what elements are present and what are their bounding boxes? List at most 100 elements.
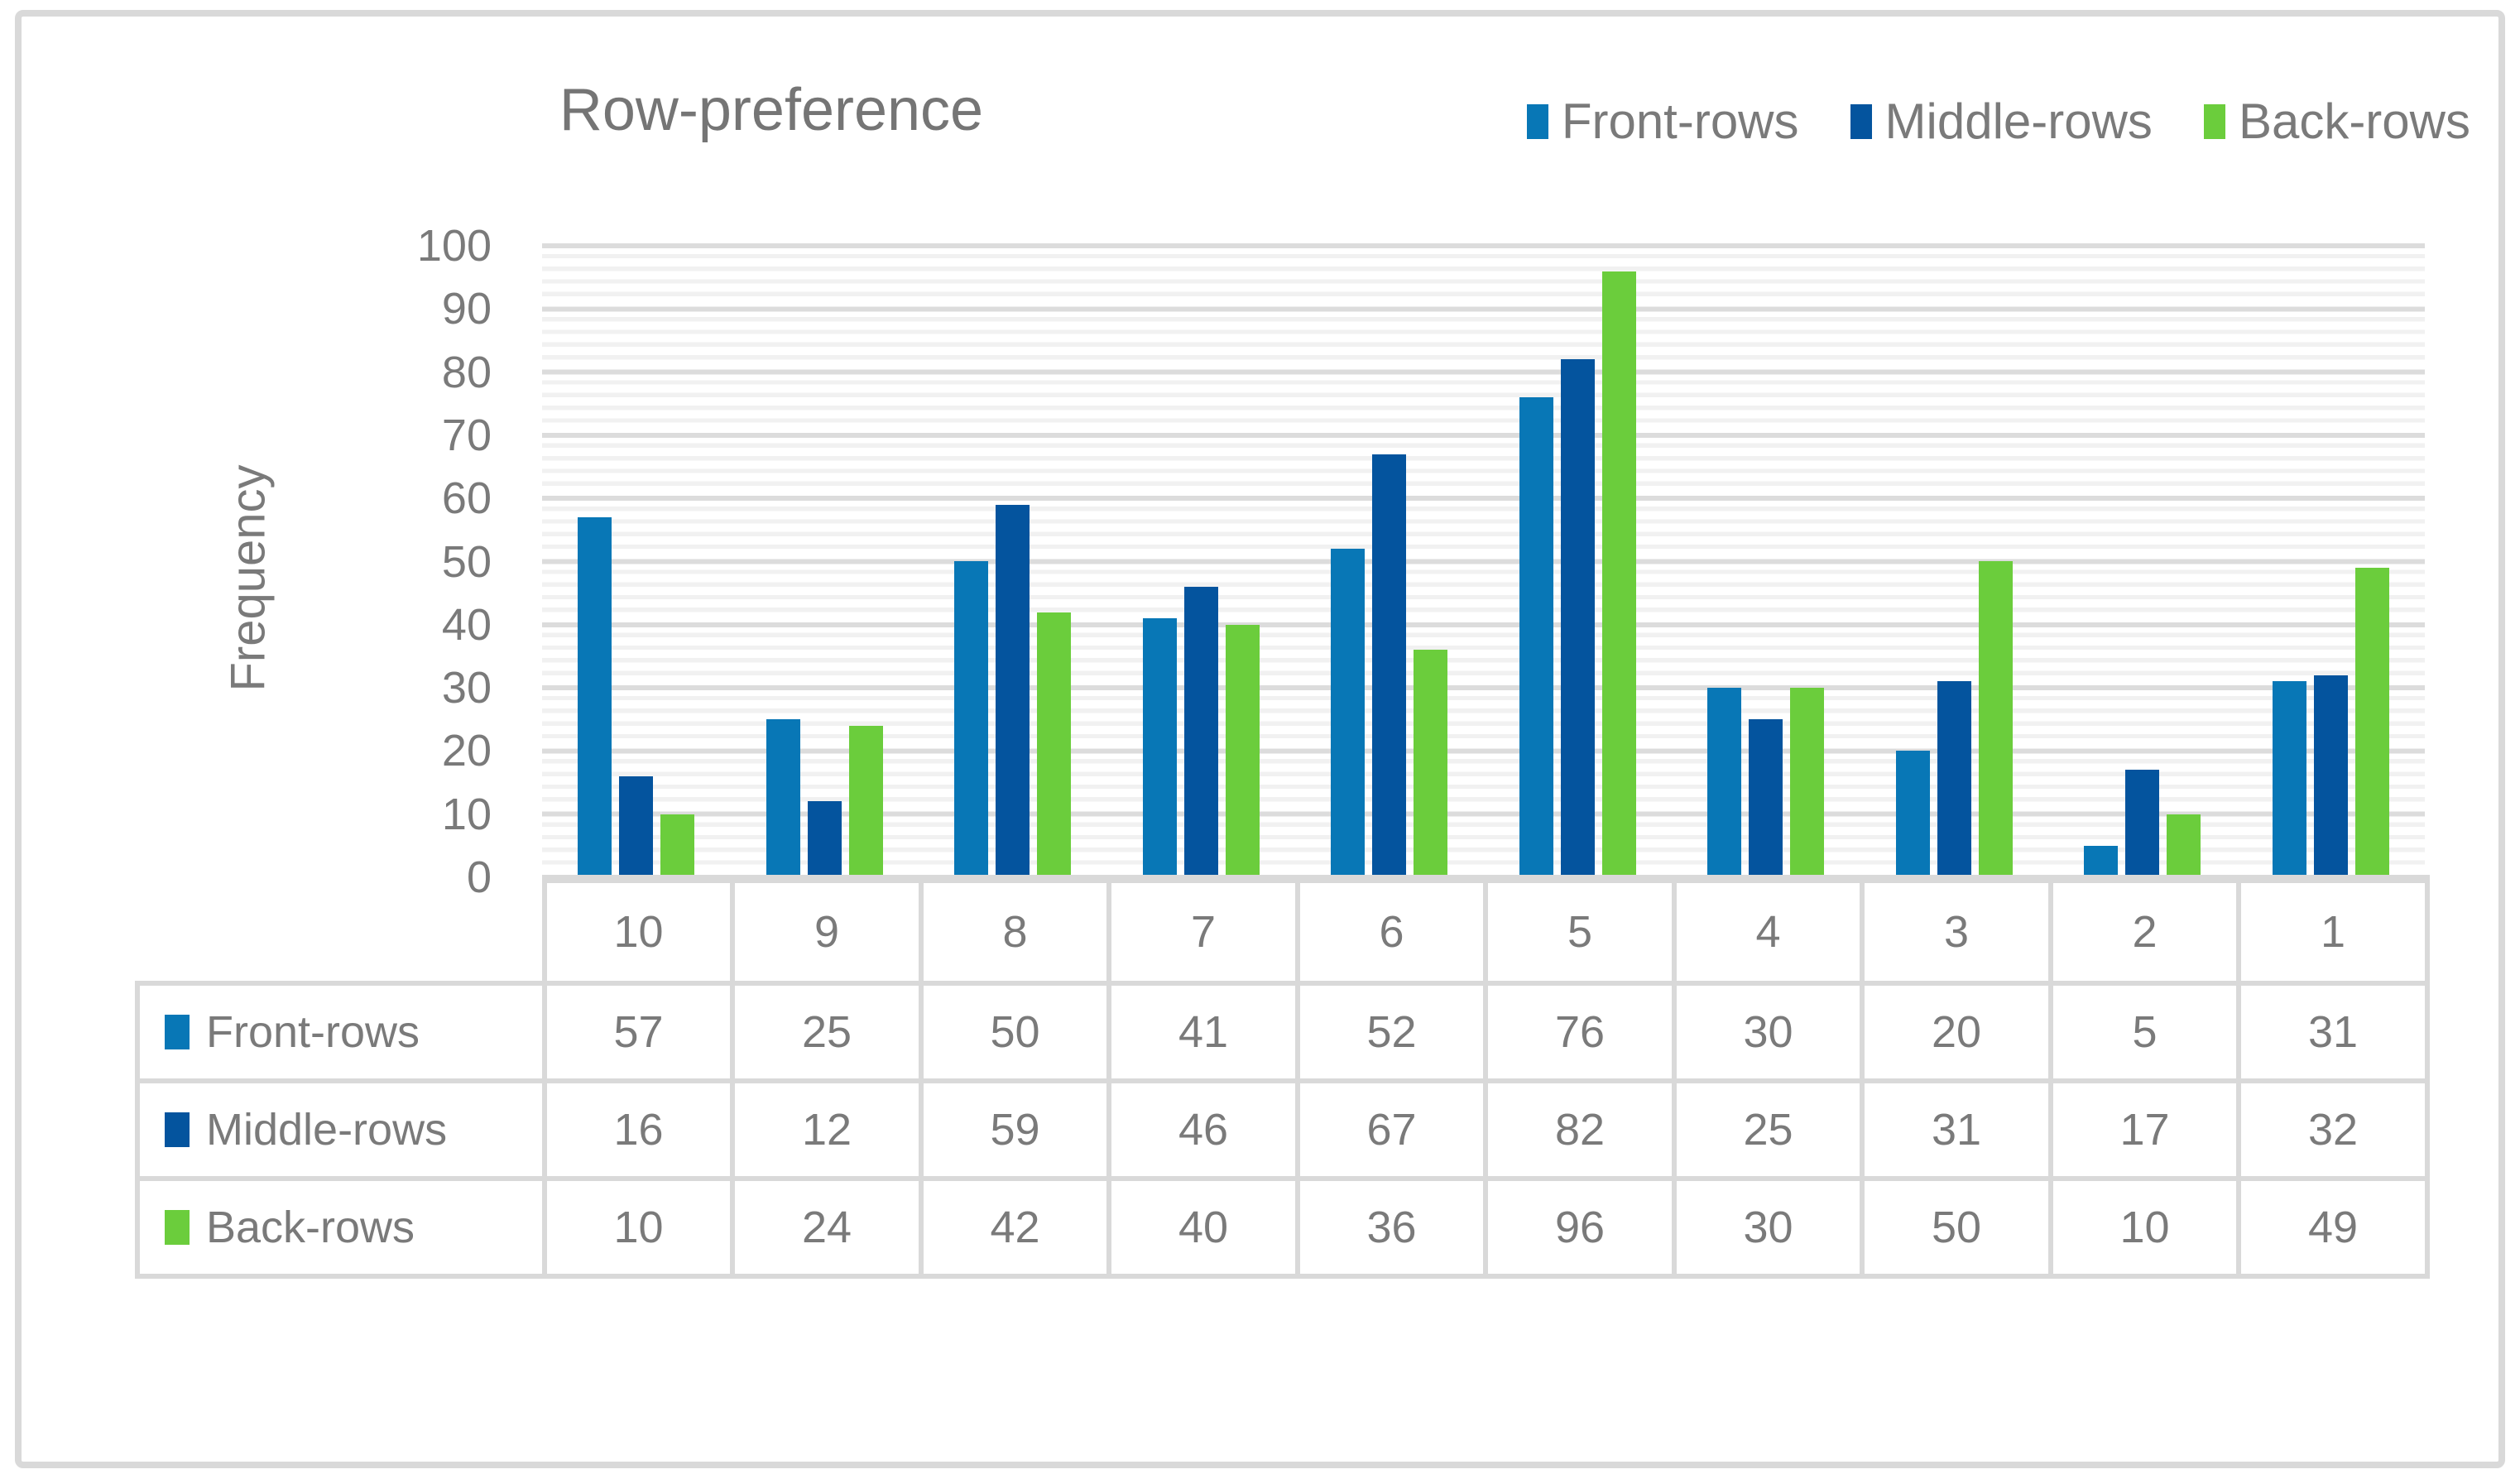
bar: [1790, 688, 1824, 877]
bar: [2125, 770, 2159, 877]
value-cell: 10: [542, 1176, 735, 1279]
legend: Front-rows Middle-rows Back-rows: [1526, 93, 2470, 150]
category-header-cell: 6: [1295, 875, 1488, 986]
value-cell: 59: [919, 1078, 1111, 1181]
value-cell: 5: [2048, 981, 2241, 1083]
value-cell: 16: [542, 1078, 735, 1181]
bar: [766, 719, 800, 877]
y-axis-tick-label: 80: [441, 347, 492, 397]
value-cell: 10: [2048, 1176, 2241, 1279]
legend-label: Back-rows: [2238, 94, 2470, 149]
bar: [1331, 549, 1365, 877]
value-cell: 25: [730, 981, 924, 1083]
value-cell: 49: [2236, 1176, 2430, 1279]
bar: [808, 801, 842, 877]
value-cell: 40: [1106, 1176, 1300, 1279]
bar: [1143, 618, 1177, 877]
bar: [1896, 751, 1930, 877]
category-header-cell: 4: [1672, 875, 1865, 986]
value-cell: 76: [1483, 981, 1677, 1083]
value-cell: 12: [730, 1078, 924, 1181]
bar: [1414, 650, 1447, 877]
y-axis-tick-label: 20: [441, 726, 492, 776]
bar: [1979, 561, 2013, 877]
category-header-cell: 10: [542, 875, 735, 986]
bar: [1602, 271, 1636, 877]
legend-item: Middle-rows: [1850, 93, 2153, 150]
bar: [2167, 814, 2201, 877]
value-cell: 52: [1295, 981, 1488, 1083]
bar: [2084, 846, 2118, 877]
value-cell: 82: [1483, 1078, 1677, 1181]
y-axis-tick-label: 30: [441, 663, 492, 713]
bar: [1749, 719, 1783, 877]
category-header-cell: 8: [919, 875, 1111, 986]
bar: [2273, 681, 2306, 877]
value-cell: 20: [1860, 981, 2053, 1083]
bar: [2314, 675, 2348, 877]
legend-swatch: [1526, 103, 1548, 139]
category-header-cell: 9: [730, 875, 924, 986]
table-row: Front-rows 57 25 50 41 52 76 30 20 5 31: [135, 981, 2430, 1083]
series-label-cell: Front-rows: [135, 981, 547, 1083]
table-row: Middle-rows 16 12 59 46 67 82 25 31 17 32: [135, 1078, 2430, 1181]
y-axis-tick-label: 70: [441, 410, 492, 460]
category-header-cell: 2: [2048, 875, 2241, 986]
legend-label: Middle-rows: [1884, 94, 2153, 149]
data-table: 10 9 8 7 6 5 4 3 2 1 Front-rows 57 25 50 41 52 76 30 20 5 31…: [135, 875, 2430, 1279]
legend-label: Front-rows: [1561, 94, 1799, 149]
category-header-row: 10 9 8 7 6 5 4 3 2 1: [137, 875, 2430, 986]
chart-title: Row-preference: [559, 77, 984, 143]
value-cell: 24: [730, 1176, 924, 1279]
y-axis-tick-label: 10: [441, 789, 492, 839]
value-cell: 31: [1860, 1078, 2053, 1181]
bar: [1519, 397, 1553, 877]
table-spacer-cell: [137, 879, 545, 983]
value-cell: 96: [1483, 1176, 1677, 1279]
bar: [1372, 454, 1406, 877]
bar: [996, 505, 1030, 877]
bar: [1937, 681, 1971, 877]
value-cell: 17: [2048, 1078, 2241, 1181]
value-cell: 50: [919, 981, 1111, 1083]
legend-item: Back-rows: [2203, 93, 2470, 150]
legend-swatch: [1850, 103, 1872, 139]
bar: [1184, 587, 1218, 877]
bar: [619, 776, 653, 877]
category-header-cell: 3: [1860, 875, 2053, 986]
y-axis-tick-label: 0: [466, 852, 492, 902]
series-swatch: [165, 1210, 190, 1245]
bar: [2355, 568, 2389, 877]
series-swatch: [165, 1015, 190, 1049]
bar: [1707, 688, 1741, 877]
bar: [1226, 625, 1260, 877]
value-cell: 30: [1672, 1176, 1865, 1279]
legend-swatch: [2203, 103, 2225, 139]
plot-area: [542, 243, 2425, 877]
bar: [660, 814, 694, 877]
series-label-cell: Back-rows: [135, 1176, 547, 1279]
y-axis-tick-label: 100: [416, 221, 492, 271]
value-cell: 50: [1860, 1176, 2053, 1279]
series-name: Back-rows: [206, 1203, 415, 1252]
category-header-cell: 7: [1106, 875, 1300, 986]
legend-item: Front-rows: [1526, 93, 1799, 150]
y-axis-tick-label: 90: [441, 284, 492, 334]
series-name: Front-rows: [206, 1007, 420, 1057]
value-cell: 42: [919, 1176, 1111, 1279]
value-cell: 46: [1106, 1078, 1300, 1181]
bar: [954, 561, 988, 877]
value-cell: 31: [2236, 981, 2430, 1083]
category-header-cell: 5: [1483, 875, 1677, 986]
y-axis-tick-label: 40: [441, 599, 492, 650]
value-cell: 32: [2236, 1078, 2430, 1181]
value-cell: 36: [1295, 1176, 1488, 1279]
y-axis-tick-label: 50: [441, 536, 492, 587]
bar: [849, 726, 883, 877]
value-cell: 67: [1295, 1078, 1488, 1181]
bar: [1037, 612, 1071, 877]
value-cell: 57: [542, 981, 735, 1083]
y-axis-tick-label: 60: [441, 473, 492, 524]
series-swatch: [165, 1112, 190, 1147]
value-cell: 41: [1106, 981, 1300, 1083]
